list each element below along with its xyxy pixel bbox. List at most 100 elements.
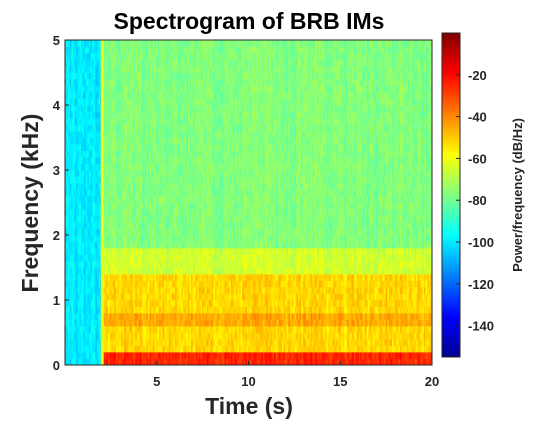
spectrogram-cell bbox=[71, 235, 74, 242]
spectrogram-cell bbox=[116, 209, 119, 216]
spectrogram-cell bbox=[71, 222, 74, 229]
spectrogram-cell bbox=[168, 72, 171, 80]
spectrogram-cell bbox=[68, 176, 71, 184]
spectrogram-cell bbox=[103, 300, 106, 307]
spectrogram-cell bbox=[160, 287, 163, 294]
spectrogram-cell bbox=[116, 105, 119, 112]
spectrogram-cell bbox=[116, 92, 119, 99]
spectrogram-cell bbox=[108, 59, 111, 67]
spectrogram-cell bbox=[122, 319, 125, 327]
spectrogram-cell bbox=[152, 137, 155, 145]
spectrogram-cell bbox=[132, 248, 135, 255]
spectrogram-cell bbox=[162, 98, 165, 106]
spectrogram-cell bbox=[72, 332, 75, 340]
spectrogram-cell bbox=[82, 293, 85, 301]
spectrogram-cell bbox=[141, 274, 144, 281]
spectrogram-cell bbox=[106, 287, 109, 294]
spectrogram-cell bbox=[71, 163, 74, 171]
spectrogram-cell bbox=[69, 352, 72, 359]
spectrogram-cell bbox=[146, 241, 149, 249]
spectrogram-cell bbox=[149, 163, 152, 171]
spectrogram-cell bbox=[71, 131, 74, 138]
spectrogram-cell bbox=[111, 345, 114, 353]
spectrogram-cell bbox=[87, 85, 90, 93]
spectrogram-cell bbox=[171, 53, 174, 60]
spectrogram-cell bbox=[103, 59, 106, 67]
spectrogram-cell bbox=[88, 345, 91, 353]
spectrogram-cell bbox=[136, 248, 139, 255]
spectrogram-cell bbox=[108, 228, 111, 236]
spectrogram-cell bbox=[140, 358, 142, 366]
spectrogram-cell bbox=[92, 85, 95, 93]
spectrogram-cell bbox=[135, 176, 138, 184]
spectrogram-cell bbox=[130, 66, 133, 73]
spectrogram-cell bbox=[167, 72, 170, 80]
spectrogram-cell bbox=[71, 326, 74, 333]
spectrogram-cell bbox=[143, 332, 146, 340]
spectrogram-cell bbox=[133, 241, 136, 249]
spectrogram-cell bbox=[128, 157, 131, 164]
spectrogram-cell bbox=[72, 215, 75, 223]
spectrogram-cell bbox=[66, 111, 69, 119]
spectrogram-cell bbox=[130, 170, 133, 177]
spectrogram-cell bbox=[65, 163, 67, 171]
spectrogram-cell bbox=[98, 235, 101, 242]
spectrogram-cell bbox=[140, 137, 142, 145]
spectrogram-cell bbox=[104, 261, 107, 268]
spectrogram-cell bbox=[119, 313, 122, 320]
spectrogram-cell bbox=[96, 79, 99, 86]
spectrogram-cell bbox=[93, 287, 96, 294]
spectrogram-cell bbox=[72, 267, 75, 275]
spectrogram-cell bbox=[96, 254, 99, 262]
spectrogram-cell bbox=[79, 131, 82, 138]
spectrogram-cell bbox=[159, 339, 162, 346]
spectrogram-cell bbox=[155, 131, 158, 138]
spectrogram-cell bbox=[69, 144, 72, 151]
spectrogram-cell bbox=[141, 105, 144, 112]
spectrogram-cell bbox=[124, 131, 127, 138]
spectrogram-cell bbox=[88, 189, 91, 197]
spectrogram-cell bbox=[133, 170, 136, 177]
spectrogram-cell bbox=[138, 105, 141, 112]
spectrogram-cell bbox=[103, 339, 106, 346]
spectrogram-cell bbox=[163, 332, 166, 340]
spectrogram-cell bbox=[72, 254, 75, 262]
spectrogram-cell bbox=[103, 98, 106, 106]
spectrogram-cell bbox=[79, 150, 82, 158]
spectrogram-cell bbox=[162, 196, 165, 203]
spectrogram-cell bbox=[125, 189, 128, 197]
spectrogram-cell bbox=[168, 280, 171, 288]
spectrogram-cell bbox=[122, 196, 125, 203]
spectrogram-cell bbox=[140, 254, 142, 262]
spectrogram-cell bbox=[120, 131, 123, 138]
spectrogram-cell bbox=[84, 79, 87, 86]
spectrogram-cell bbox=[111, 92, 114, 99]
spectrogram-cell bbox=[87, 222, 90, 229]
spectrogram-cell bbox=[132, 144, 135, 151]
spectrogram-cell bbox=[152, 293, 155, 301]
spectrogram-cell bbox=[111, 267, 114, 275]
spectrogram-cell bbox=[171, 157, 174, 164]
spectrogram-cell bbox=[122, 79, 125, 86]
spectrogram-cell bbox=[76, 209, 79, 216]
spectrogram-cell bbox=[77, 59, 80, 67]
spectrogram-cell bbox=[127, 202, 130, 210]
spectrogram-cell bbox=[114, 300, 117, 307]
spectrogram-cell bbox=[151, 92, 154, 99]
spectrogram-cell bbox=[140, 332, 142, 340]
spectrogram-cell bbox=[84, 59, 87, 67]
spectrogram-cell bbox=[96, 306, 99, 314]
spectrogram-cell bbox=[116, 339, 119, 346]
spectrogram-cell bbox=[171, 332, 174, 340]
spectrogram-cell bbox=[143, 118, 146, 125]
spectrogram-cell bbox=[87, 72, 90, 80]
spectrogram-cell bbox=[133, 85, 136, 93]
spectrogram-cell bbox=[157, 287, 160, 294]
spectrogram-cell bbox=[160, 345, 163, 353]
spectrogram-cell bbox=[120, 235, 123, 242]
spectrogram-cell bbox=[128, 79, 131, 86]
spectrogram-cell bbox=[117, 40, 120, 47]
spectrogram-cell bbox=[124, 124, 127, 132]
spectrogram-cell bbox=[151, 157, 154, 164]
spectrogram-cell bbox=[96, 352, 99, 359]
